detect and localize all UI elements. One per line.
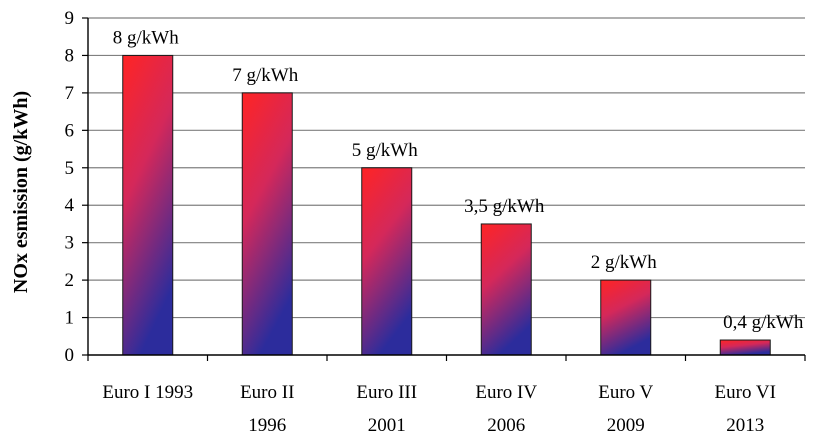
bar: [361, 167, 413, 356]
x-category-label: Euro III: [356, 382, 417, 403]
bar: [241, 92, 293, 356]
data-label: 0,4 g/kWh: [723, 312, 804, 333]
x-category-label: Euro II: [240, 382, 294, 403]
y-tick-label: 7: [65, 83, 75, 104]
data-labels: 8 g/kWh 7 g/kWh 5 g/kWh 3,5 g/kWh 2 g/kWh 0,4…: [113, 27, 804, 333]
y-tick-label: 6: [65, 120, 75, 141]
x-category-label: 2001: [368, 415, 406, 436]
bar: [122, 54, 174, 356]
bar: [600, 279, 652, 356]
x-category-label: 2006: [487, 415, 525, 436]
x-category-label: 2009: [607, 415, 645, 436]
x-category-label: Euro VI: [715, 382, 776, 403]
y-tick-label: 0: [65, 345, 75, 366]
y-tick-label: 2: [65, 270, 75, 291]
y-tick-labels: 0 1 2 3 4 5 6 7 8 9: [65, 8, 75, 366]
x-category-label: 1996: [248, 415, 286, 436]
x-category-label: Euro I 1993: [102, 382, 193, 403]
gridlines: [88, 17, 805, 319]
x-category-label: 2013: [726, 415, 764, 436]
y-tick-label: 9: [65, 8, 75, 29]
x-category-labels: Euro I 1993 Euro II 1996 Euro III 2001 Euro I…: [102, 382, 776, 436]
axes: [82, 17, 806, 361]
data-label: 8 g/kWh: [113, 27, 179, 48]
bars: [122, 54, 771, 356]
data-label: 7 g/kWh: [232, 65, 298, 86]
y-tick-label: 4: [65, 195, 75, 216]
data-label: 5 g/kWh: [352, 140, 418, 161]
x-category-label: Euro V: [598, 382, 653, 403]
y-tick-label: 8: [65, 45, 75, 66]
bar: [719, 339, 771, 356]
bar: [480, 223, 532, 356]
y-tick-label: 5: [65, 158, 75, 179]
y-tick-label: 1: [65, 308, 75, 329]
data-label: 2 g/kWh: [591, 252, 657, 273]
y-axis-title: NOx esmission (g/kWh): [10, 91, 32, 293]
y-tick-label: 3: [65, 233, 75, 254]
x-category-label: Euro IV: [475, 382, 537, 403]
data-label: 3,5 g/kWh: [464, 196, 545, 217]
